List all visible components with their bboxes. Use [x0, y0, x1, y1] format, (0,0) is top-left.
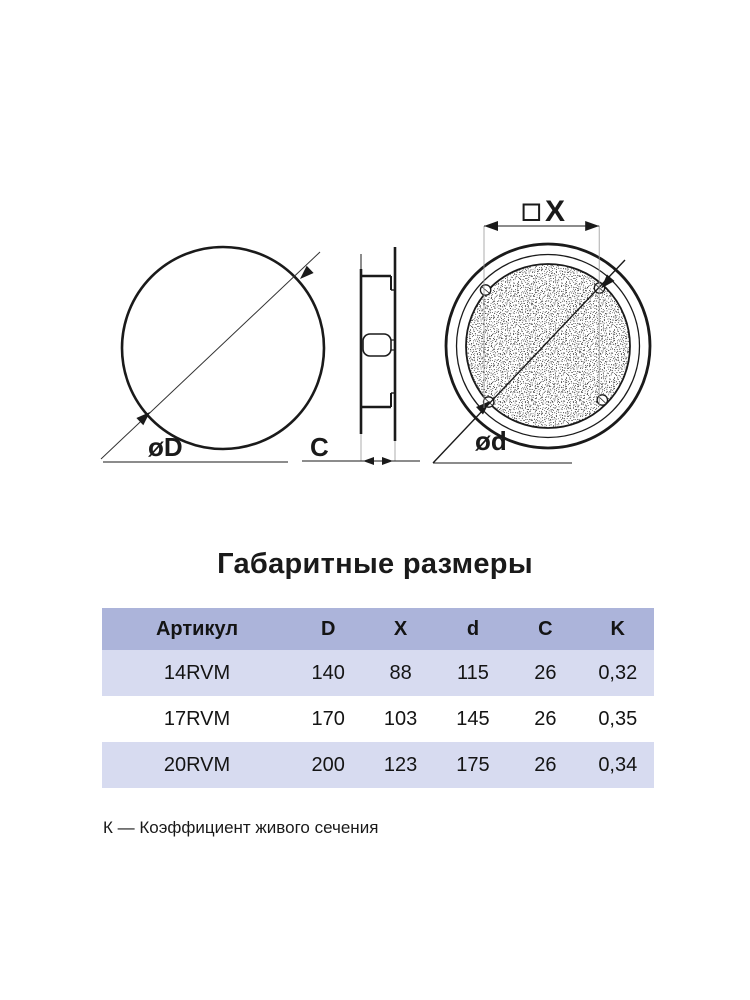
svg-text:øD: øD: [148, 432, 183, 462]
svg-text:X: X: [545, 195, 565, 228]
svg-text:C: C: [310, 432, 329, 462]
svg-text:ød: ød: [475, 426, 507, 456]
